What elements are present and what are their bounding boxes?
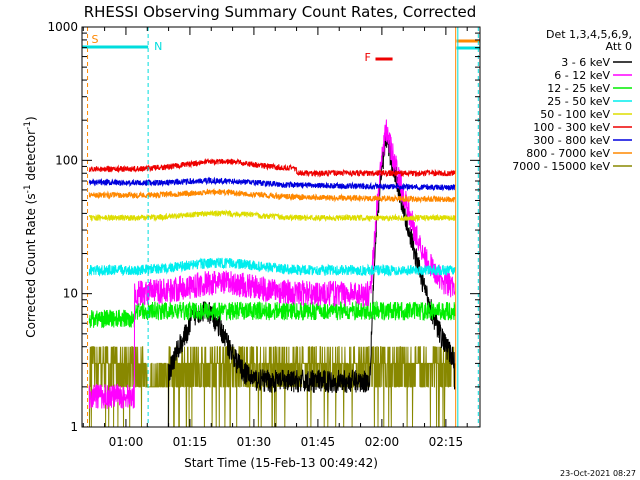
series-line xyxy=(88,257,456,277)
series-line xyxy=(88,176,456,192)
axes-layer: 1 10 100 1000 01:00 01:15 01:30 01:45 02:00 02:15 xyxy=(47,20,480,449)
legend-entry-label: 50 - 100 keV xyxy=(540,108,610,121)
x-tick-label: 01:30 xyxy=(237,435,272,449)
series-line xyxy=(88,188,456,204)
legend-entry-label: 800 - 7000 keV xyxy=(526,147,610,160)
marker-label-f: F xyxy=(364,51,370,64)
series-line xyxy=(88,346,456,428)
legend-entry-label: 6 - 12 keV xyxy=(554,69,610,82)
marker-label-n: N xyxy=(154,40,162,53)
data-layer: S N F xyxy=(82,27,480,428)
generation-timestamp: 23-Oct-2021 08:27 xyxy=(560,469,636,478)
plot-frame xyxy=(81,26,481,428)
x-axis-label: Start Time (15-Feb-13 00:49:42) xyxy=(184,456,378,470)
series-line xyxy=(88,158,456,178)
y-tick-label: 1 xyxy=(70,420,78,434)
series-line xyxy=(88,119,456,409)
y-tick-label: 1000 xyxy=(47,20,78,34)
legend-entry-label: 12 - 25 keV xyxy=(547,82,610,95)
legend-header: Att 0 xyxy=(606,40,632,53)
legend-entry-label: 100 - 300 keV xyxy=(533,121,610,134)
legend-entry-label: 3 - 6 keV xyxy=(561,56,610,69)
y-tick-label: 100 xyxy=(55,153,78,167)
x-tick-label: 02:00 xyxy=(365,435,400,449)
series-line xyxy=(88,300,456,329)
x-tick-label: 02:15 xyxy=(429,435,464,449)
series-line xyxy=(88,209,456,223)
x-tick-label: 01:15 xyxy=(173,435,208,449)
x-tick-label: 01:45 xyxy=(301,435,336,449)
y-axis-label: Corrected Count Rate (s-1 detector-1) xyxy=(23,116,38,337)
marker-label-s: S xyxy=(92,33,99,46)
legend-entry-label: 7000 - 15000 keV xyxy=(512,160,610,173)
chart-title: RHESSI Observing Summary Count Rates, Co… xyxy=(84,3,477,21)
legend-header: Det 1,3,4,5,6,9, xyxy=(546,28,632,41)
y-tick-label: 10 xyxy=(63,287,78,301)
legend-entry-label: 25 - 50 keV xyxy=(547,95,610,108)
legend-entry-label: 300 - 800 keV xyxy=(533,134,610,147)
x-tick-label: 01:00 xyxy=(109,435,144,449)
